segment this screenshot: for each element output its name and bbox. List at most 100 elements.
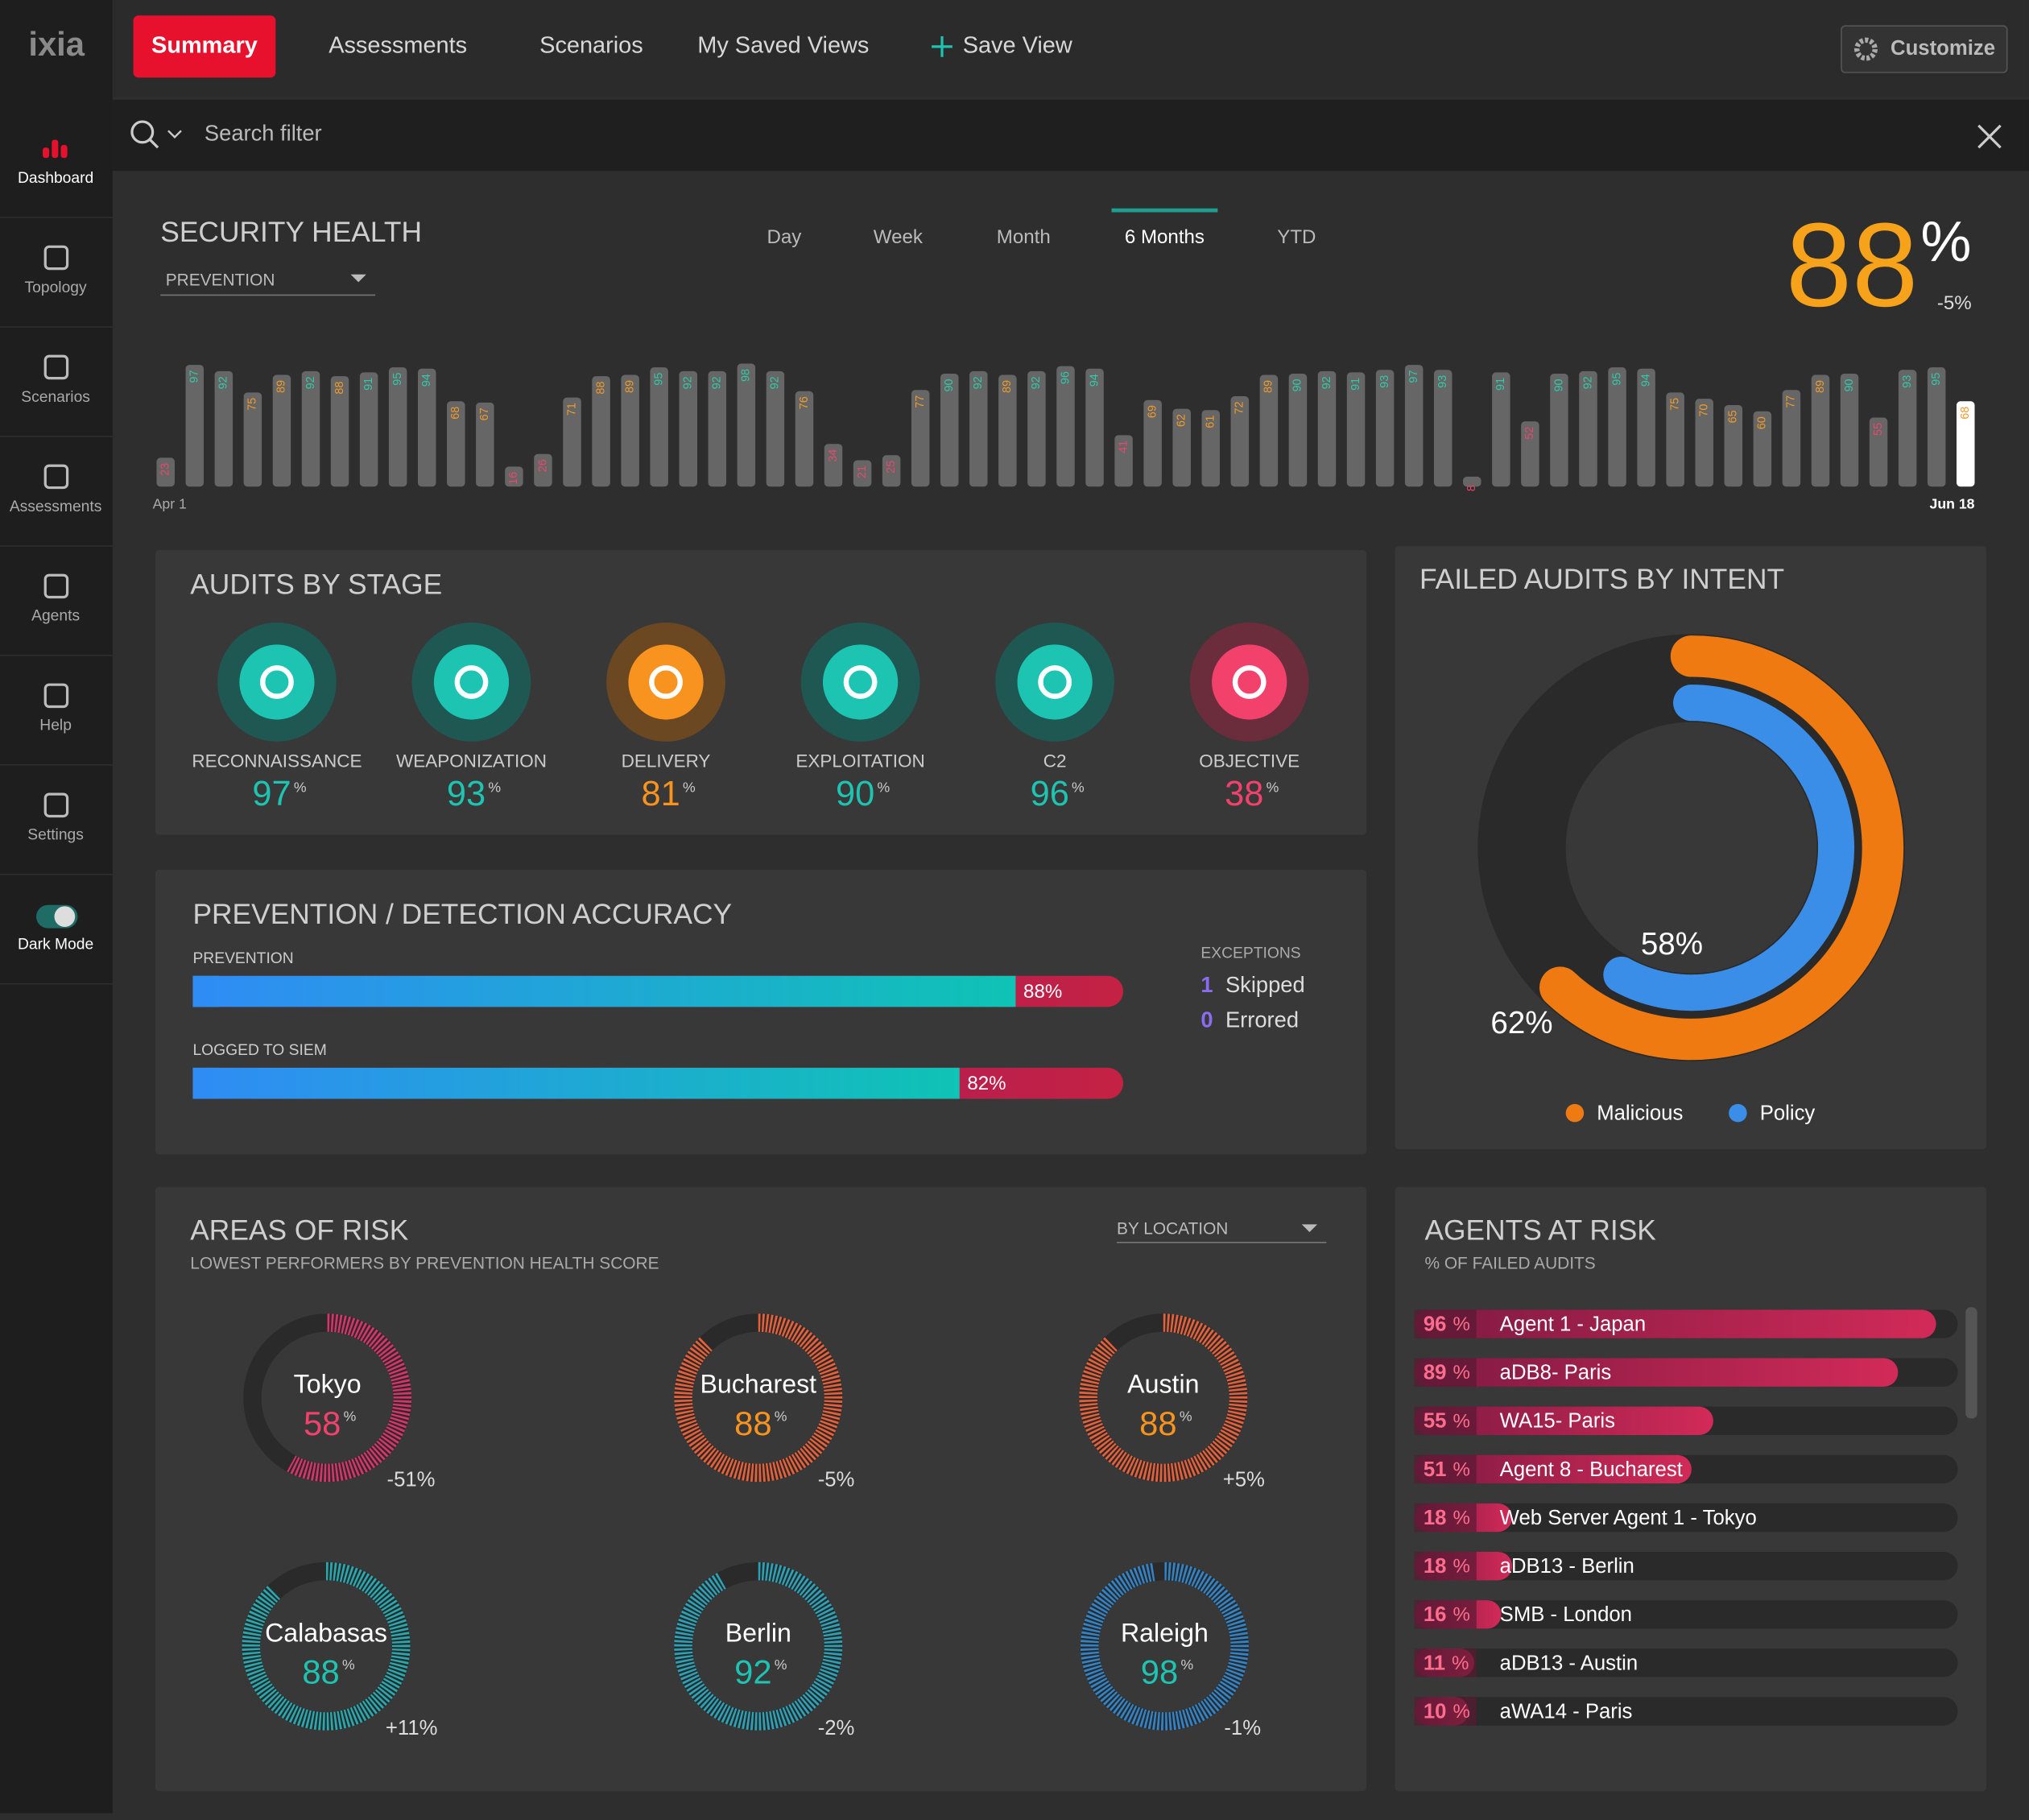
- sidebar-item[interactable]: Dark Mode: [18, 937, 93, 953]
- percent-sign: %: [294, 779, 307, 795]
- bar-name: PREVENTION: [192, 950, 293, 967]
- agent-value: 96: [1424, 1313, 1447, 1336]
- percent-sign: %: [1072, 779, 1085, 795]
- agent-value: 18: [1424, 1555, 1447, 1578]
- bar-label: 75: [246, 398, 259, 411]
- stage-name: C2: [1043, 751, 1067, 771]
- tab[interactable]: My Saved Views: [697, 32, 869, 58]
- stage-icon: [1212, 644, 1287, 720]
- stage-icon: [822, 644, 899, 720]
- bar-label: 21: [856, 465, 869, 478]
- accuracy-bar: [192, 1067, 960, 1099]
- bar-name: LOGGED TO SIEM: [192, 1042, 326, 1059]
- bar-label: 52: [1523, 427, 1536, 440]
- period[interactable]: Month: [997, 226, 1051, 248]
- health-bar: [1753, 411, 1772, 487]
- filter[interactable]: PREVENTION: [166, 271, 275, 289]
- bar-label: 98: [740, 369, 753, 382]
- bar-label: 92: [304, 376, 317, 389]
- save-view[interactable]: Save View: [963, 32, 1072, 58]
- search-filter[interactable]: Search filter: [205, 120, 322, 145]
- health-bar: [1869, 417, 1888, 487]
- agent-value: 89: [1424, 1362, 1447, 1384]
- bar-label: 92: [1320, 376, 1333, 389]
- agent-name: Web Server Agent 1 - Tokyo: [1500, 1507, 1757, 1529]
- gear-icon: [1854, 37, 1878, 61]
- ring-arc: [1079, 1313, 1248, 1483]
- tab[interactable]: Scenarios: [539, 32, 643, 58]
- stage-name: WEAPONIZATION: [396, 751, 547, 771]
- plus-icon: [932, 35, 953, 57]
- health-bar: [940, 373, 959, 487]
- health-bar: [301, 370, 320, 487]
- donut-arc: [1539, 635, 1904, 1061]
- bar-label: 94: [420, 374, 433, 387]
- agent-name: aDB13 - Berlin: [1500, 1555, 1634, 1578]
- bar-label: 94: [1639, 374, 1652, 387]
- sidebar-item[interactable]: Dashboard: [18, 170, 93, 187]
- period[interactable]: Day: [767, 226, 801, 248]
- ring-arc: [1081, 1561, 1249, 1731]
- health-bar: [1550, 373, 1568, 487]
- score: 88: [1786, 199, 1918, 332]
- stage-name: DELIVERY: [622, 751, 711, 771]
- bar-label: 8: [1465, 485, 1478, 491]
- health-bar: [447, 401, 465, 487]
- sidebar-item[interactable]: Scenarios: [21, 389, 90, 406]
- stage-icon: [239, 644, 315, 720]
- dropdown-caret: [1301, 1224, 1318, 1232]
- agent-value: 11: [1424, 1652, 1445, 1674]
- health-bar: [1317, 370, 1337, 487]
- health-bar: [1898, 370, 1917, 487]
- bar-label: 65: [1727, 410, 1740, 423]
- panel: [155, 1186, 1367, 1792]
- health-bar: [1724, 404, 1743, 487]
- filter[interactable]: BY LOCATION: [1117, 1219, 1228, 1238]
- tab-active[interactable]: [133, 15, 276, 78]
- percent-sign: %: [1453, 1458, 1469, 1480]
- stage-glyph: [454, 665, 489, 699]
- legend-label: Policy: [1760, 1102, 1816, 1125]
- health-bar: [330, 376, 349, 487]
- tab[interactable]: Summary: [151, 32, 258, 58]
- close-icon[interactable]: [1977, 124, 2002, 149]
- bar-label: 68: [1959, 407, 1972, 420]
- health-bar: [388, 367, 407, 487]
- period[interactable]: YTD: [1277, 226, 1316, 248]
- agent-track: [1414, 1697, 1958, 1726]
- stage-value: 96: [1031, 775, 1069, 813]
- sidebar-item[interactable]: Assessments: [10, 498, 102, 515]
- health-bar: [650, 367, 668, 487]
- nav-icon: [43, 245, 69, 271]
- sidebar-item[interactable]: Agents: [31, 608, 80, 625]
- location-name: Austin: [1127, 1370, 1199, 1399]
- sidebar-item[interactable]: Settings: [27, 827, 84, 844]
- bar-label: 41: [1117, 441, 1130, 453]
- health-bar: [1056, 366, 1075, 487]
- period[interactable]: Week: [874, 226, 924, 248]
- nav-icon: [43, 683, 69, 709]
- sidebar-item[interactable]: Help: [39, 718, 72, 734]
- customize-button[interactable]: [1841, 25, 2008, 73]
- health-bar: [1346, 372, 1366, 487]
- customize[interactable]: Customize: [1891, 37, 1995, 60]
- period[interactable]: 6 Months: [1125, 226, 1205, 248]
- scrollbar[interactable]: [1965, 1307, 1977, 1419]
- location-name: Berlin: [725, 1618, 791, 1647]
- bar-label: 90: [1291, 378, 1304, 391]
- bar-label: 89: [1814, 380, 1827, 393]
- stage-value: 97: [252, 775, 291, 813]
- score-change: -5%: [1937, 292, 1972, 314]
- agent-value: 10: [1424, 1700, 1447, 1723]
- bar-label: 89: [1001, 380, 1014, 393]
- bar-label: 89: [275, 380, 288, 393]
- agent-value-box: [1414, 1551, 1477, 1581]
- search-icon[interactable]: [130, 120, 155, 144]
- agent-bar: [1414, 1358, 1899, 1387]
- health-bar: [1637, 368, 1655, 487]
- nav-icon: [43, 464, 69, 490]
- tab[interactable]: Assessments: [329, 32, 467, 58]
- sidebar-item[interactable]: Topology: [25, 279, 87, 296]
- agent-value: 55: [1424, 1410, 1447, 1433]
